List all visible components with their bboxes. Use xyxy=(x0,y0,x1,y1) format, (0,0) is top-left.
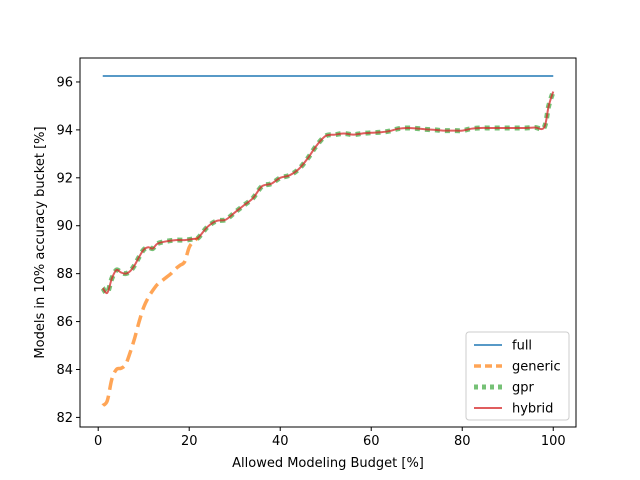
series-layer xyxy=(100,74,556,407)
y-tick-label: 86 xyxy=(56,315,73,330)
x-tick-label: 100 xyxy=(541,434,566,449)
x-tick-label: 80 xyxy=(454,434,471,449)
x-tick-label: 0 xyxy=(94,434,102,449)
x-tick-label: 60 xyxy=(363,434,380,449)
legend-box xyxy=(465,331,570,421)
x-tick-label: 40 xyxy=(272,434,289,449)
tick-layer: 0 20 40 60 80 100 82 84 86 88 90 92 94 96 xyxy=(56,75,565,449)
y-tick-label: 82 xyxy=(56,411,73,426)
y-tick-label: 84 xyxy=(56,363,73,378)
legend-label-hybrid: hybrid xyxy=(512,402,553,417)
legend-label-generic: generic xyxy=(512,360,561,375)
y-tick-label: 90 xyxy=(56,219,73,234)
axes-frame xyxy=(79,57,577,428)
y-axis-label: Models in 10% accuracy bucket [%] xyxy=(33,126,48,358)
legend-label-full: full xyxy=(512,339,532,354)
y-tick-label: 88 xyxy=(56,267,73,282)
x-axis-label: Allowed Modeling Budget [%] xyxy=(232,456,424,471)
y-tick-label: 96 xyxy=(56,75,73,90)
legend: full generic gpr hybrid xyxy=(465,331,570,421)
x-tick-label: 20 xyxy=(181,434,198,449)
y-tick-label: 92 xyxy=(56,171,73,186)
series-line-hybrid xyxy=(101,91,555,295)
legend-label-gpr: gpr xyxy=(512,381,535,396)
series-line-generic xyxy=(101,236,200,407)
y-tick-label: 94 xyxy=(56,123,73,138)
